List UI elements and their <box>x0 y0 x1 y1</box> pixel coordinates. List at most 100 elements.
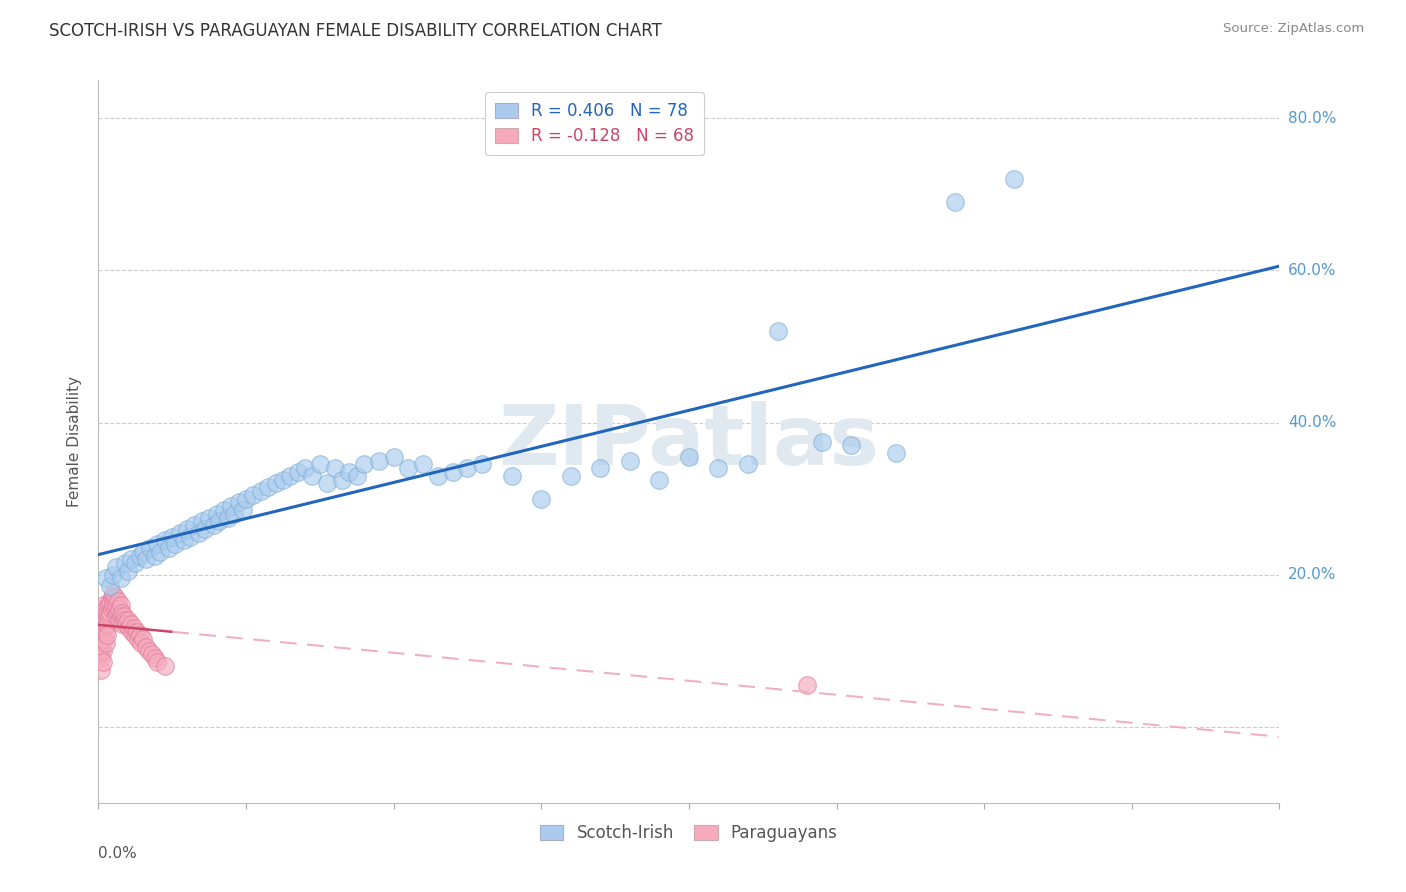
Point <box>89 602 111 616</box>
Point <box>94 636 117 650</box>
Point <box>124 556 146 570</box>
Text: 40.0%: 40.0% <box>1288 415 1336 430</box>
Point <box>105 560 128 574</box>
Point <box>94 613 117 627</box>
Point <box>98 606 121 620</box>
Point <box>257 480 280 494</box>
Point <box>94 571 117 585</box>
Point <box>104 602 127 616</box>
Point <box>368 453 391 467</box>
Point <box>943 194 966 209</box>
Point <box>157 541 180 555</box>
Point <box>183 518 205 533</box>
Point <box>132 545 155 559</box>
Point <box>194 522 217 536</box>
Point <box>93 632 115 647</box>
Point <box>105 598 128 612</box>
Point <box>146 537 169 551</box>
Point <box>143 549 166 563</box>
Point <box>501 468 523 483</box>
Point <box>97 609 120 624</box>
Point <box>120 617 142 632</box>
Point <box>235 491 257 506</box>
Point <box>117 613 139 627</box>
Point <box>202 518 225 533</box>
Point <box>111 617 134 632</box>
Point <box>309 458 332 472</box>
Point <box>105 609 128 624</box>
Point <box>589 461 612 475</box>
Point <box>250 483 273 498</box>
Point <box>100 591 122 605</box>
Point <box>301 468 323 483</box>
Point <box>707 461 730 475</box>
Point <box>165 537 187 551</box>
Point <box>179 530 201 544</box>
Y-axis label: Female Disability: Female Disability <box>67 376 83 508</box>
Point <box>112 609 135 624</box>
Point <box>162 530 183 544</box>
Point <box>89 613 111 627</box>
Point <box>114 556 136 570</box>
Text: Source: ZipAtlas.com: Source: ZipAtlas.com <box>1223 22 1364 36</box>
Point <box>294 461 316 475</box>
Point <box>93 609 115 624</box>
Point <box>353 458 375 472</box>
Point <box>121 624 143 639</box>
Point <box>143 651 166 665</box>
Point <box>97 598 120 612</box>
Point <box>98 594 121 608</box>
Point <box>103 567 125 582</box>
Point <box>153 659 176 673</box>
Point <box>678 450 700 464</box>
Point <box>149 545 172 559</box>
Point <box>191 515 214 529</box>
Point <box>98 579 121 593</box>
Point <box>115 617 138 632</box>
Point <box>93 621 115 635</box>
Point <box>176 522 198 536</box>
Point <box>382 450 405 464</box>
Point <box>111 606 134 620</box>
Point <box>146 655 169 669</box>
Point <box>103 587 125 601</box>
Point <box>90 628 112 642</box>
Point <box>1002 172 1025 186</box>
Point <box>139 541 162 555</box>
Point <box>224 507 246 521</box>
Point <box>619 453 641 467</box>
Point <box>135 640 157 654</box>
Point <box>884 446 907 460</box>
Point <box>330 473 353 487</box>
Point <box>264 476 287 491</box>
Point <box>91 643 114 657</box>
Point <box>96 628 118 642</box>
Point <box>427 468 450 483</box>
Point <box>91 655 114 669</box>
Point <box>93 598 115 612</box>
Point <box>103 598 125 612</box>
Point <box>110 598 132 612</box>
Point <box>110 571 132 585</box>
Text: 20.0%: 20.0% <box>1288 567 1336 582</box>
Point <box>323 461 346 475</box>
Point <box>89 648 111 662</box>
Text: ZIPatlas: ZIPatlas <box>499 401 879 482</box>
Point <box>169 525 191 540</box>
Point <box>117 564 139 578</box>
Text: 0.0%: 0.0% <box>98 847 138 861</box>
Point <box>114 613 136 627</box>
Point <box>208 515 231 529</box>
Point <box>766 324 789 338</box>
Point <box>110 609 132 624</box>
Point <box>107 594 129 608</box>
Point <box>125 624 148 639</box>
Point <box>271 473 294 487</box>
Point <box>90 617 112 632</box>
Point <box>108 613 131 627</box>
Point <box>91 621 114 635</box>
Point <box>217 510 239 524</box>
Point <box>280 468 302 483</box>
Point <box>796 678 818 692</box>
Point <box>471 458 494 472</box>
